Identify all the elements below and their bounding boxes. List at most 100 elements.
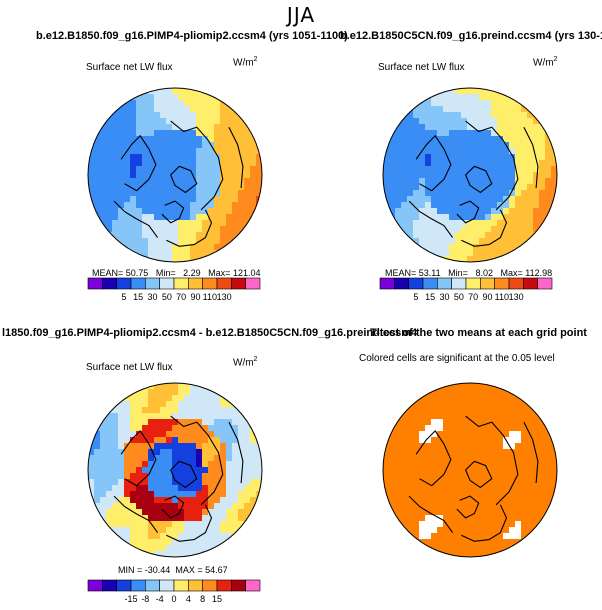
map-cell bbox=[250, 190, 257, 197]
map-cell bbox=[94, 220, 101, 227]
map-cell bbox=[112, 112, 119, 119]
map-cell bbox=[425, 142, 432, 149]
map-cell bbox=[425, 401, 432, 408]
map-cell bbox=[250, 160, 257, 167]
colorbar-box bbox=[408, 277, 424, 290]
map-cell bbox=[455, 389, 462, 396]
map-cell bbox=[226, 443, 233, 450]
map-cell bbox=[172, 130, 179, 137]
map-cell bbox=[401, 190, 408, 197]
map-cell bbox=[437, 431, 444, 438]
map-cell bbox=[479, 244, 486, 251]
map-cell bbox=[533, 497, 540, 504]
map-cell bbox=[136, 142, 143, 149]
map-cell bbox=[178, 136, 185, 143]
map-cell bbox=[256, 178, 262, 185]
map-cell bbox=[130, 238, 137, 245]
map-cell bbox=[124, 124, 131, 131]
map-cell bbox=[467, 154, 474, 161]
map-cell bbox=[527, 533, 534, 540]
map-cell bbox=[184, 256, 191, 262]
map-cell bbox=[220, 533, 227, 540]
map-cell bbox=[100, 178, 107, 185]
map-cell bbox=[196, 419, 203, 426]
map-cell bbox=[130, 485, 137, 492]
map-cell bbox=[160, 106, 167, 113]
map-cell bbox=[527, 425, 534, 432]
map-cell bbox=[166, 250, 173, 257]
map-cell bbox=[527, 503, 534, 510]
map-cell bbox=[461, 226, 468, 233]
map-cell bbox=[214, 130, 221, 137]
map-cell bbox=[449, 100, 456, 107]
map-cell bbox=[467, 220, 474, 227]
map-cell bbox=[437, 533, 444, 540]
map-cell bbox=[154, 160, 161, 167]
map-cell bbox=[533, 527, 540, 534]
map-cell bbox=[395, 497, 402, 504]
map-cell bbox=[148, 503, 155, 510]
map-cell bbox=[515, 232, 522, 239]
map-cell bbox=[431, 184, 438, 191]
map-cell bbox=[479, 383, 486, 390]
map-cell bbox=[136, 431, 143, 438]
map-cell bbox=[190, 425, 197, 432]
map-cell bbox=[461, 479, 468, 486]
map-cell bbox=[148, 232, 155, 239]
map-cell bbox=[449, 118, 456, 125]
map-cell bbox=[437, 160, 444, 167]
map-cell bbox=[136, 455, 143, 462]
map-cell bbox=[473, 515, 480, 522]
map-cell bbox=[208, 130, 215, 137]
map-cell bbox=[214, 154, 221, 161]
map-cell bbox=[437, 473, 444, 480]
map-cell bbox=[214, 160, 221, 167]
map-cell bbox=[419, 533, 426, 540]
map-cell bbox=[401, 431, 408, 438]
map-cell bbox=[178, 172, 185, 179]
map-cell bbox=[485, 551, 492, 557]
map-cell bbox=[184, 226, 191, 233]
map-cell bbox=[202, 178, 209, 185]
map-cell bbox=[88, 455, 95, 462]
map-cell bbox=[395, 491, 402, 498]
map-cell bbox=[178, 106, 185, 113]
map-cell bbox=[467, 238, 474, 245]
map-cell bbox=[244, 497, 251, 504]
map-cell bbox=[509, 148, 516, 155]
coastline bbox=[170, 120, 224, 211]
colorbar-box bbox=[159, 579, 175, 592]
map-cell bbox=[184, 250, 191, 257]
map-cell bbox=[256, 184, 262, 191]
map-cell bbox=[407, 136, 414, 143]
map-cell bbox=[533, 425, 540, 432]
map-cell bbox=[130, 148, 137, 155]
map-cell bbox=[130, 503, 137, 510]
map-cell bbox=[106, 190, 113, 197]
map-cell bbox=[214, 106, 221, 113]
map-cell bbox=[148, 214, 155, 221]
map-cell bbox=[178, 160, 185, 167]
map-cell bbox=[208, 88, 215, 95]
map-cell bbox=[461, 449, 468, 456]
colorbar-tick-label: 0 bbox=[171, 594, 176, 604]
map-cell bbox=[178, 232, 185, 239]
map-cell bbox=[437, 130, 444, 137]
map-cell bbox=[515, 503, 522, 510]
map-cell bbox=[545, 196, 552, 203]
map-cell bbox=[148, 142, 155, 149]
map-cell bbox=[166, 136, 173, 143]
map-cell bbox=[184, 521, 191, 528]
map-cell bbox=[407, 437, 414, 444]
map-cell bbox=[238, 112, 245, 119]
map-cell bbox=[136, 437, 143, 444]
map-cell bbox=[503, 509, 510, 516]
map-cell bbox=[214, 178, 221, 185]
map-cell bbox=[190, 130, 197, 137]
map-cell bbox=[497, 112, 504, 119]
map-cell bbox=[443, 100, 450, 107]
map-cell bbox=[178, 497, 185, 504]
map-cell bbox=[527, 497, 534, 504]
map-cell bbox=[473, 389, 480, 396]
map-cell bbox=[473, 383, 480, 390]
